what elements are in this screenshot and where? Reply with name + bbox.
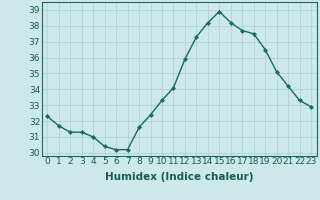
X-axis label: Humidex (Indice chaleur): Humidex (Indice chaleur): [105, 172, 253, 182]
